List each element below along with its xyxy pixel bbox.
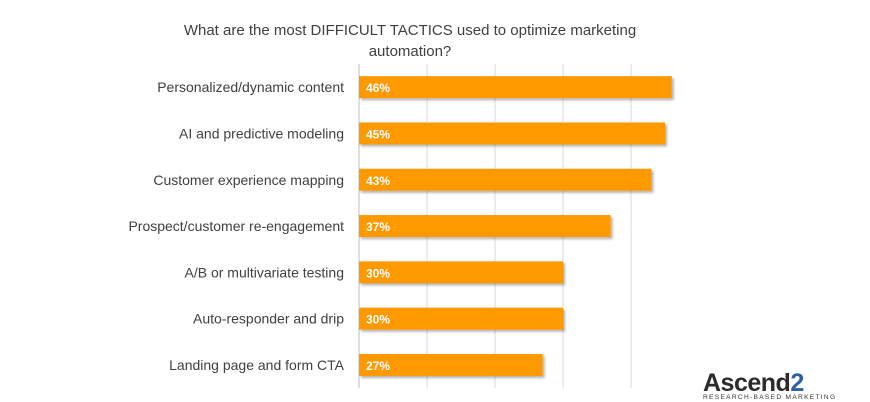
data-label: 30% <box>366 313 390 327</box>
logo-name: Ascend <box>703 369 791 397</box>
data-label: 45% <box>366 127 390 141</box>
category-label: Prospect/customer re-engagement <box>128 218 344 234</box>
ascend2-logo: Ascend2 RESEARCH-BASED MARKETING <box>703 369 870 402</box>
bar <box>359 353 543 376</box>
chart-title: What are the most DIFFICULT TACTICS used… <box>183 22 637 60</box>
category-label: Customer experience mapping <box>153 172 344 188</box>
category-label: Personalized/dynamic content <box>157 79 344 95</box>
bar <box>359 261 563 284</box>
category-label: Auto-responder and drip <box>193 311 344 327</box>
bar <box>359 122 665 145</box>
data-label: 30% <box>366 266 390 280</box>
logo-tagline: RESEARCH-BASED MARKETING <box>703 394 837 401</box>
bar <box>359 215 611 238</box>
data-label: 46% <box>366 81 390 95</box>
data-label: 43% <box>366 174 390 188</box>
bar <box>359 76 672 99</box>
bar <box>359 168 652 191</box>
category-label: Landing page and form CTA <box>169 357 345 373</box>
bar <box>359 307 563 330</box>
logo-suffix: 2 <box>790 369 804 397</box>
category-label: AI and predictive modeling <box>179 125 344 141</box>
data-label: 27% <box>366 359 390 373</box>
data-label: 37% <box>366 220 390 234</box>
category-label: A/B or multivariate testing <box>184 264 344 280</box>
